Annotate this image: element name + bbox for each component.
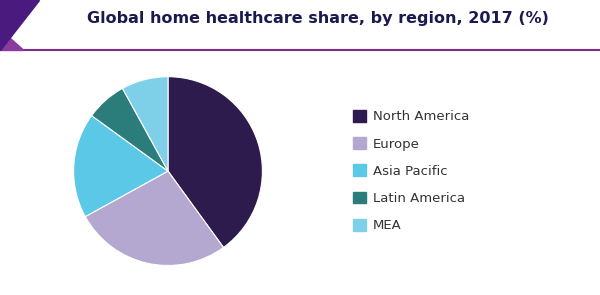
Wedge shape — [92, 88, 168, 171]
Legend: North America, Europe, Asia Pacific, Latin America, MEA: North America, Europe, Asia Pacific, Lat… — [353, 110, 469, 232]
Wedge shape — [122, 77, 168, 171]
Wedge shape — [85, 171, 223, 266]
Polygon shape — [0, 29, 24, 50]
Wedge shape — [168, 77, 262, 248]
Text: Global home healthcare share, by region, 2017 (%): Global home healthcare share, by region,… — [87, 11, 549, 26]
Polygon shape — [0, 0, 39, 50]
Wedge shape — [74, 116, 168, 217]
